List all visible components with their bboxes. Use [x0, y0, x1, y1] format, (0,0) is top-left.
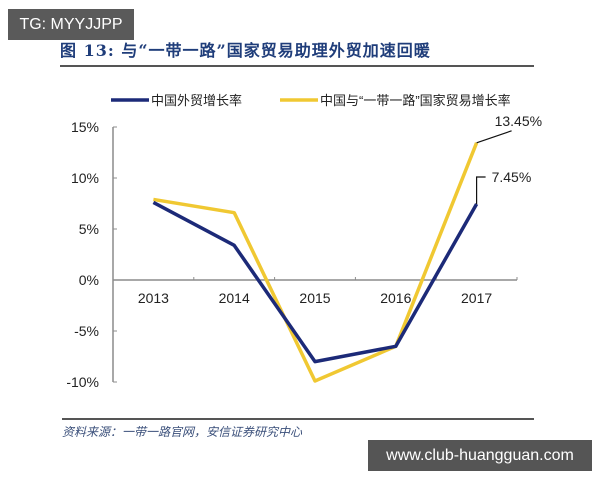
chart-axes: 15% 10% 5% 0% -5% -10% 2013 2014 2015 2016 2017 [66, 119, 518, 390]
y-tick-label: 15% [71, 119, 99, 135]
source-note: 资料来源：一带一路官网，安信证券研究中心 [62, 425, 303, 439]
watermark-tg: TG: MYYJJPP [8, 9, 134, 40]
legend-label: 中国外贸增长率 [151, 93, 242, 108]
legend: 中国外贸增长率 中国与“一带一路”国家贸易增长率 [111, 93, 511, 108]
annotation-7-45: 7.45% [492, 169, 532, 185]
x-tick-label: 2016 [380, 290, 411, 306]
y-tick-label: 10% [71, 170, 99, 186]
x-tick-label: 2017 [461, 290, 492, 306]
title-divider [60, 65, 534, 67]
y-tick-label: -5% [74, 323, 99, 339]
chart-series [152, 142, 479, 383]
figure-title: 图 13: 与“一带一路”国家贸易助理外贸加速回暖 [60, 41, 431, 60]
series-belt-road-trade-line [153, 142, 479, 383]
watermark-url: www.club-huangguan.com [368, 440, 592, 471]
y-tick-label: -10% [66, 374, 99, 390]
x-tick-label: 2013 [138, 290, 169, 306]
y-tick-label: 5% [79, 221, 99, 237]
chart-annotations: 13.45% 7.45% [476, 113, 542, 205]
y-tick-label: 0% [79, 272, 99, 288]
legend-label: 中国与“一带一路”国家贸易增长率 [320, 93, 511, 108]
source-divider [62, 418, 534, 420]
series-china-trade-line [152, 200, 479, 364]
x-tick-label: 2015 [299, 290, 330, 306]
x-tick-label: 2014 [219, 290, 250, 306]
annotation-13-45: 13.45% [495, 113, 542, 129]
